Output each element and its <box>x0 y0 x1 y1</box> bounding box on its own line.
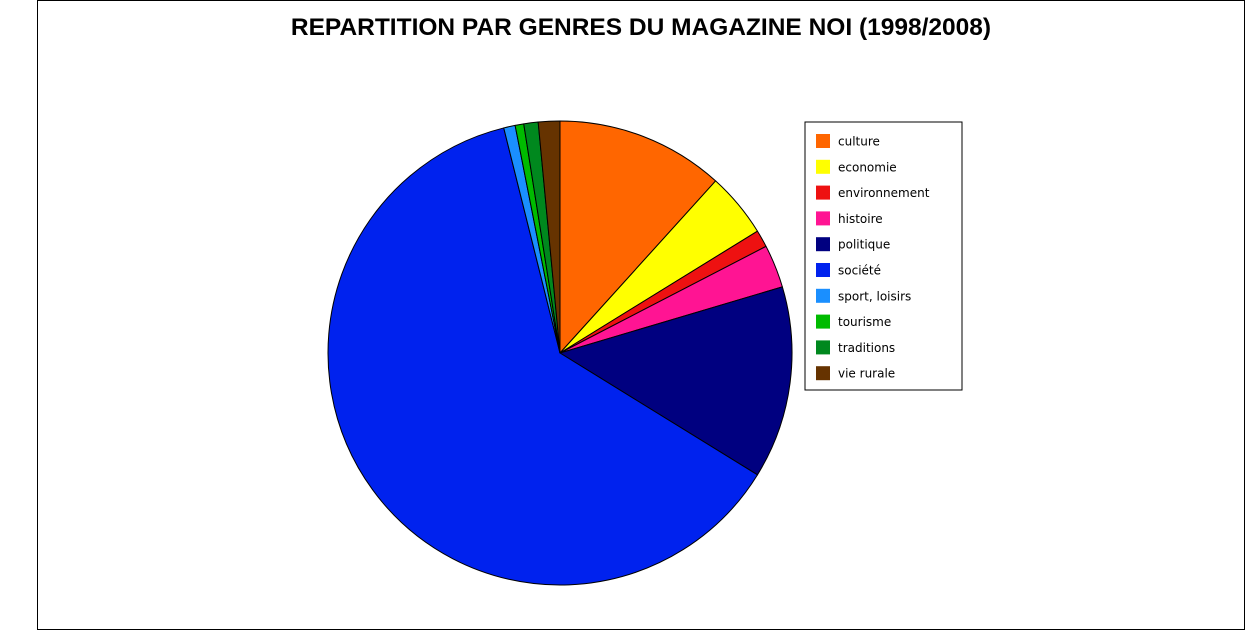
legend-swatch <box>816 366 830 381</box>
legend-swatch <box>816 211 830 226</box>
legend-swatch <box>816 288 830 303</box>
legend-swatch <box>816 340 830 355</box>
legend-swatch <box>816 134 830 148</box>
pie-slice-politique <box>559 286 793 476</box>
legend-label: environnement <box>838 186 930 200</box>
legend-label: vie rurale <box>838 367 895 381</box>
legend-swatch <box>816 314 830 329</box>
legend-label: société <box>838 264 881 278</box>
legend-label: traditions <box>838 341 895 355</box>
legend-box <box>804 121 963 391</box>
legend-swatch <box>816 263 830 277</box>
pie-slices <box>327 120 793 586</box>
legend-swatch <box>816 237 830 252</box>
legend-label: politique <box>838 238 890 252</box>
legend-label: tourisme <box>838 315 891 329</box>
pie-slice-culture <box>559 120 717 354</box>
legend: culture economie environnement histoire poli… <box>804 121 963 391</box>
legend-label: sport, loisirs <box>838 289 911 303</box>
legend-label: economie <box>838 160 897 174</box>
legend-label: histoire <box>838 212 883 226</box>
chart-title: REPARTITION PAR GENRES DU MAGAZINE NOI (… <box>290 14 992 41</box>
legend-label: culture <box>838 135 880 149</box>
legend-swatch <box>816 185 830 200</box>
pie-slice-soci-t- <box>327 127 758 586</box>
pie-slice-vie-rurale <box>537 120 561 354</box>
legend-swatch <box>816 159 830 174</box>
